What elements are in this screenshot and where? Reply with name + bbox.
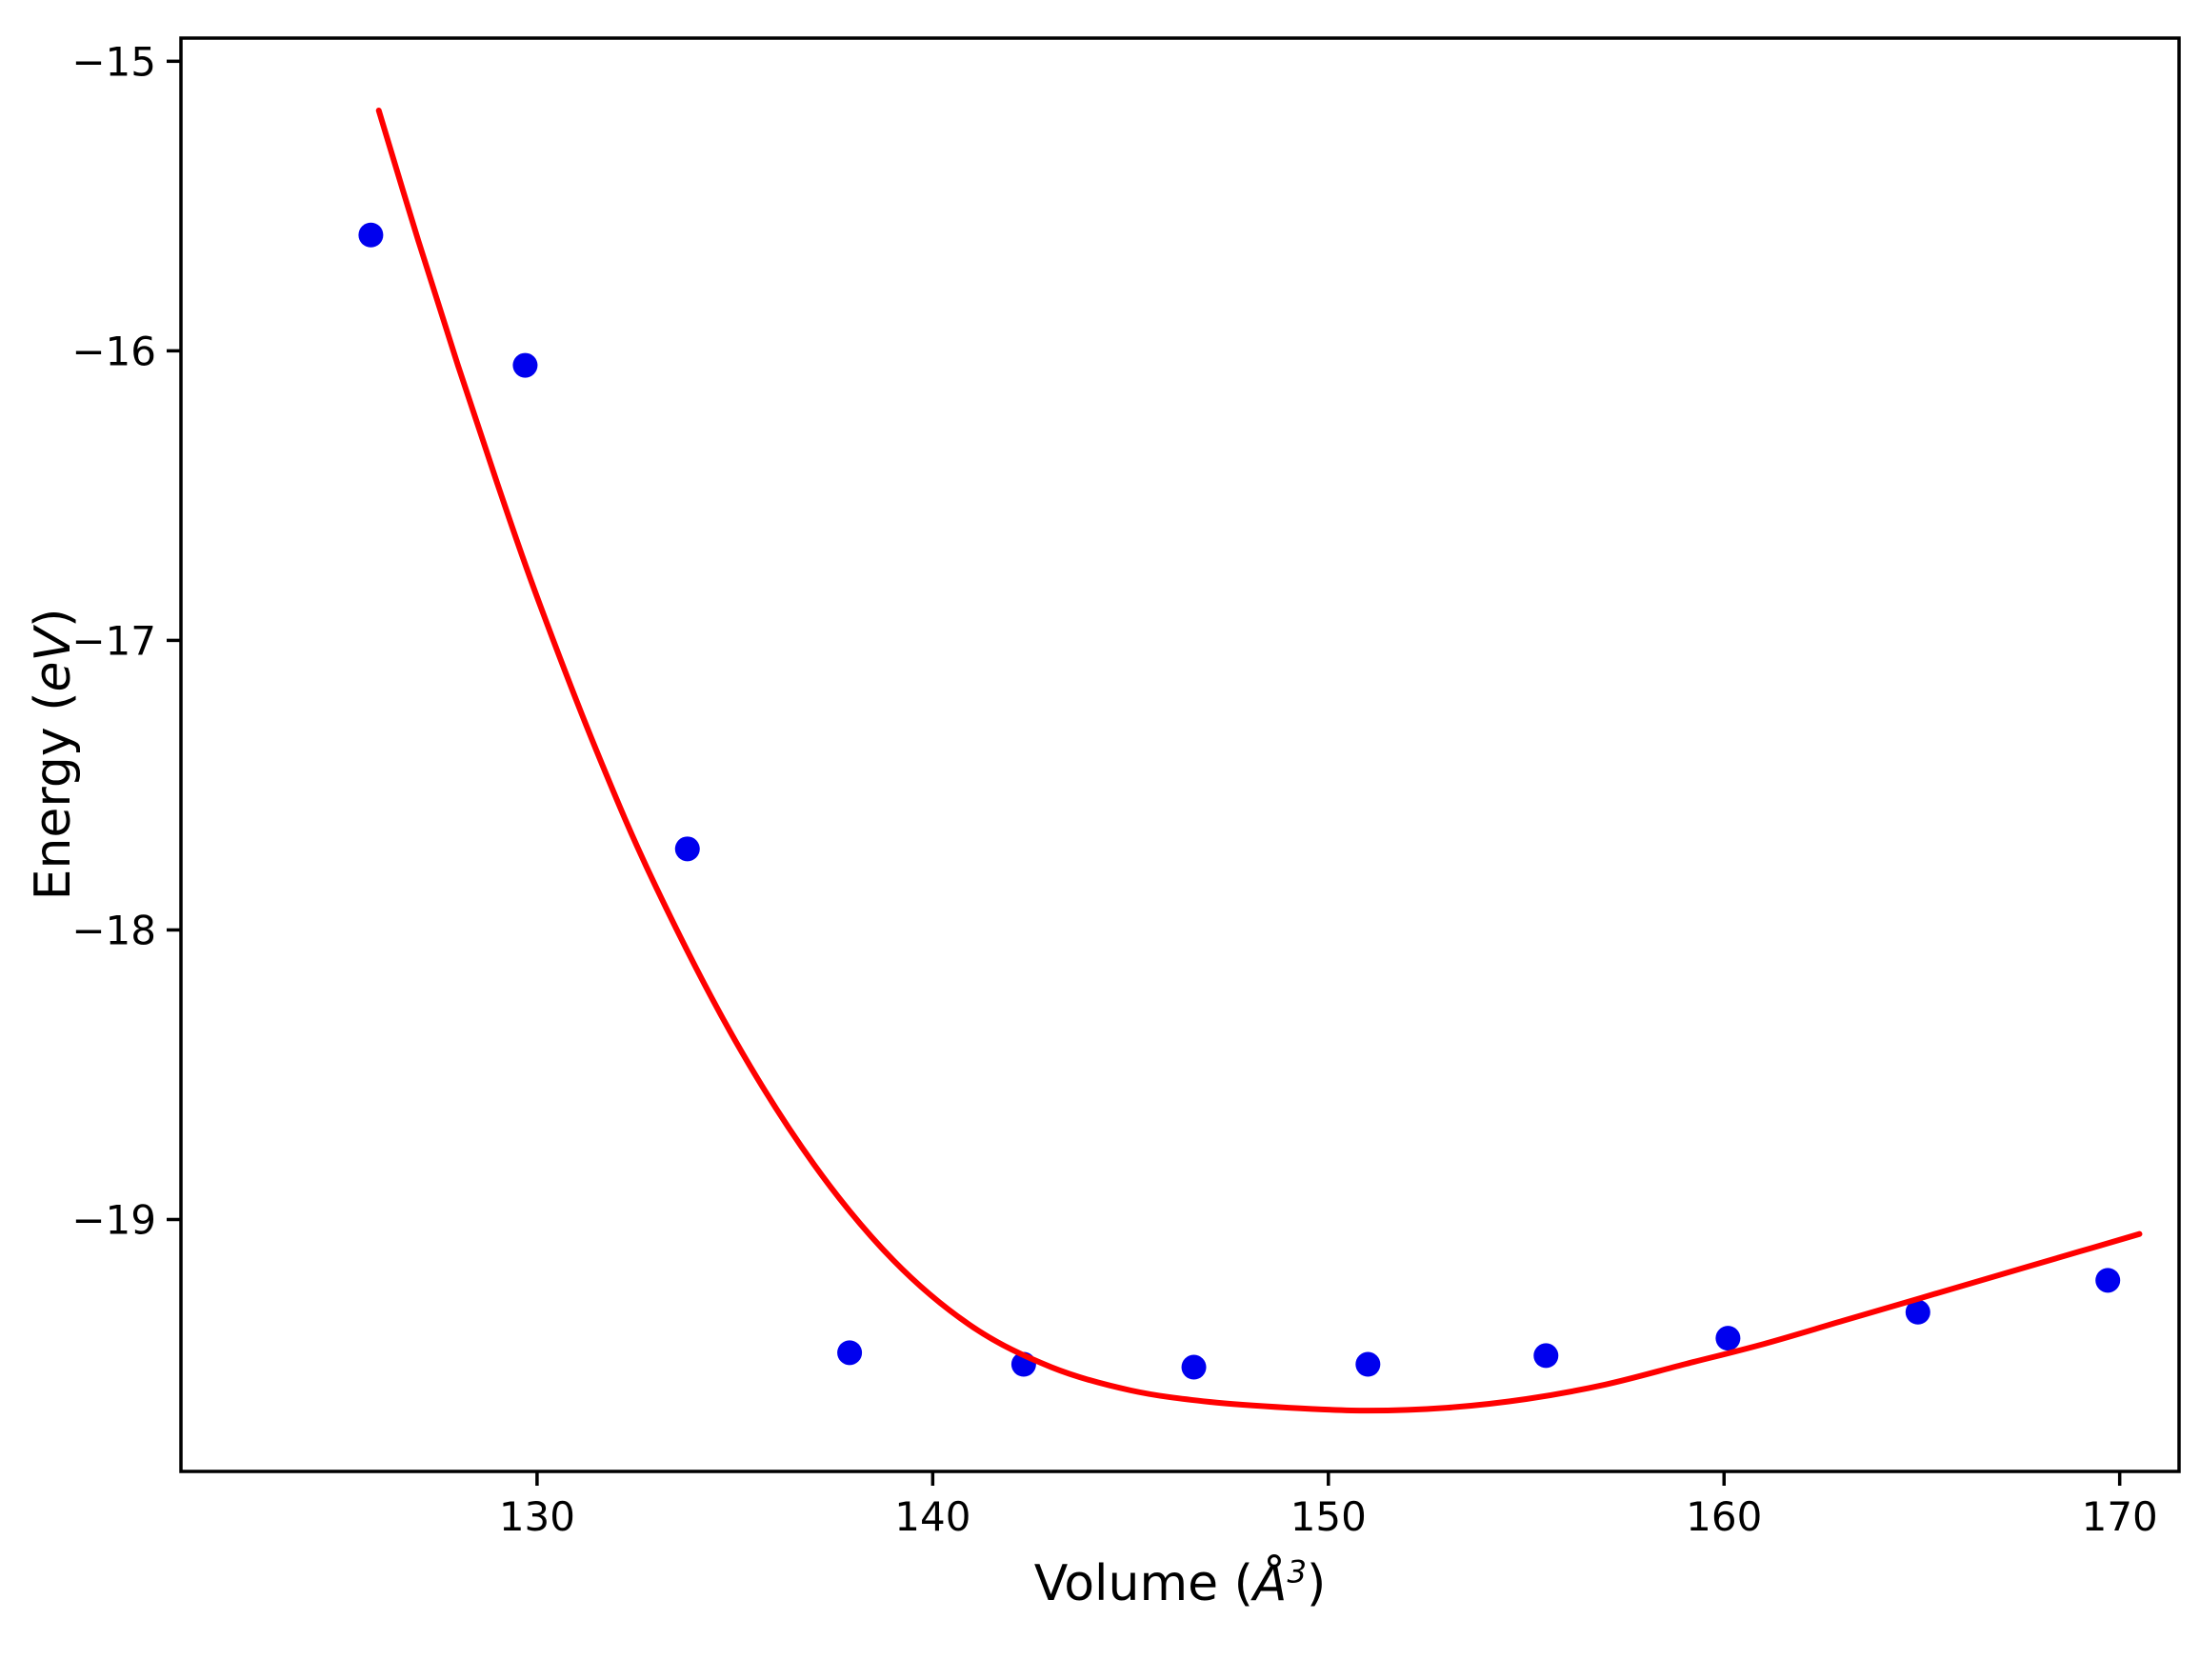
data-point — [1355, 1351, 1381, 1377]
y-axis-label-text: Energy ( — [25, 691, 82, 901]
angstrom-symbol: Å — [1252, 1555, 1288, 1612]
plot-border — [179, 36, 2181, 1473]
data-point — [512, 352, 538, 378]
y-axis-label: Energy (eV) — [25, 609, 82, 901]
x-tick-label: 160 — [1686, 1493, 1762, 1540]
y-tick-label: −16 — [71, 328, 156, 374]
data-point — [837, 1340, 863, 1366]
ev-unit: eV — [25, 627, 82, 692]
x-axis-label-text: Volume ( — [1033, 1555, 1253, 1612]
y-axis-label-suffix: ) — [25, 608, 82, 628]
y-tick-label: −17 — [71, 617, 156, 664]
exponent: 3 — [1287, 1553, 1307, 1590]
data-point — [1715, 1326, 1741, 1351]
y-tick-label: −18 — [71, 907, 156, 953]
data-point — [1905, 1299, 1930, 1325]
x-tick-label: 130 — [499, 1493, 575, 1540]
x-tick-label: 170 — [2082, 1493, 2158, 1540]
data-point — [2095, 1268, 2121, 1293]
x-axis-label: Volume (Å3) — [181, 1554, 2179, 1613]
eos-fit-curve — [375, 108, 2143, 1414]
data-point — [674, 836, 700, 862]
y-tick-label: −19 — [71, 1196, 156, 1243]
y-tick-label: −15 — [71, 38, 156, 85]
x-tick-label: 150 — [1290, 1493, 1367, 1540]
x-tick-label: 140 — [894, 1493, 970, 1540]
x-axis-label-suffix: ) — [1307, 1555, 1327, 1612]
data-point — [1533, 1343, 1559, 1369]
data-point — [1181, 1354, 1207, 1380]
data-point — [358, 222, 384, 248]
